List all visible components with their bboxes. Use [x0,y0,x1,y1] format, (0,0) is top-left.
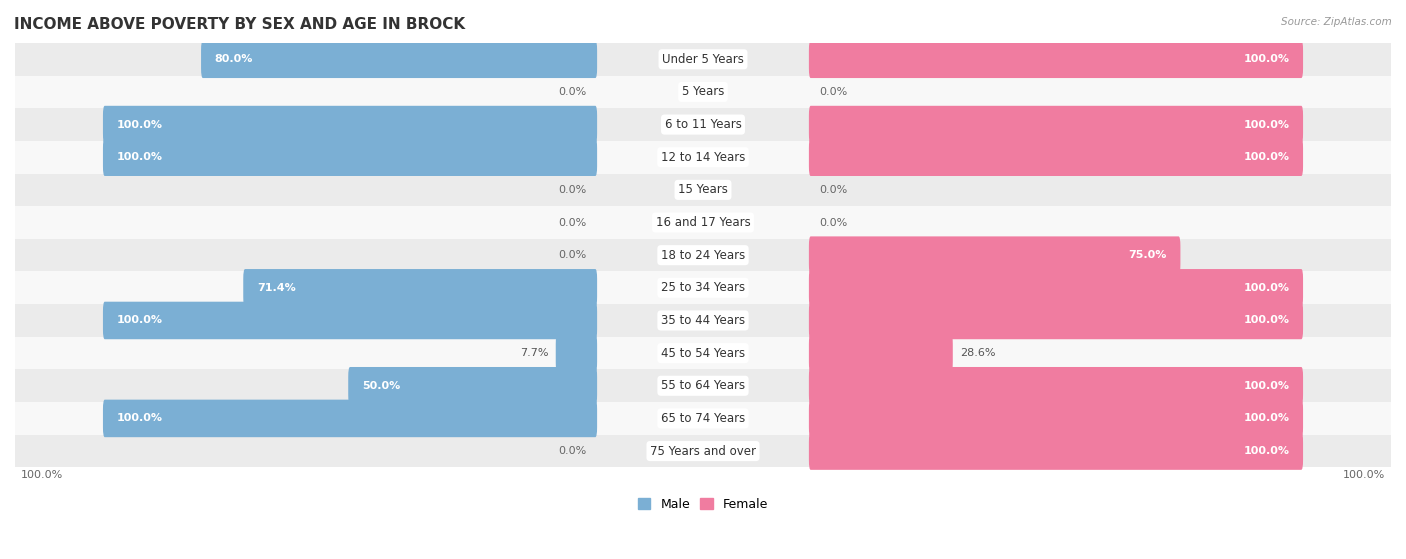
Text: 55 to 64 Years: 55 to 64 Years [661,379,745,392]
Text: 100.0%: 100.0% [1243,381,1289,391]
Text: 100.0%: 100.0% [1243,152,1289,162]
FancyBboxPatch shape [808,139,1303,176]
Text: 6 to 11 Years: 6 to 11 Years [665,118,741,131]
Text: 71.4%: 71.4% [257,283,295,293]
Bar [15,141,1391,173]
Text: 5 Years: 5 Years [682,86,724,98]
Bar [15,272,1391,304]
FancyBboxPatch shape [201,40,598,78]
Legend: Male, Female: Male, Female [633,492,773,516]
FancyBboxPatch shape [103,106,598,143]
Text: 100.0%: 100.0% [1243,315,1289,325]
Text: 16 and 17 Years: 16 and 17 Years [655,216,751,229]
Text: 15 Years: 15 Years [678,183,728,196]
Text: 100.0%: 100.0% [1243,446,1289,456]
FancyBboxPatch shape [808,367,1303,405]
FancyBboxPatch shape [808,334,953,372]
Text: 100.0%: 100.0% [1243,120,1289,130]
FancyBboxPatch shape [808,236,1181,274]
Bar [15,369,1391,402]
FancyBboxPatch shape [808,40,1303,78]
Bar [15,173,1391,206]
Text: 75 Years and over: 75 Years and over [650,444,756,458]
Text: Under 5 Years: Under 5 Years [662,53,744,66]
Bar [15,435,1391,467]
Text: 65 to 74 Years: 65 to 74 Years [661,412,745,425]
Text: 100.0%: 100.0% [21,470,63,480]
Bar [15,108,1391,141]
Text: 100.0%: 100.0% [1343,470,1385,480]
Text: 25 to 34 Years: 25 to 34 Years [661,281,745,295]
Text: INCOME ABOVE POVERTY BY SEX AND AGE IN BROCK: INCOME ABOVE POVERTY BY SEX AND AGE IN B… [14,17,465,32]
FancyBboxPatch shape [808,302,1303,339]
Text: 100.0%: 100.0% [117,120,163,130]
Text: 0.0%: 0.0% [558,250,586,260]
Text: 12 to 14 Years: 12 to 14 Years [661,151,745,164]
Text: 100.0%: 100.0% [117,414,163,423]
Text: 75.0%: 75.0% [1128,250,1167,260]
Text: 0.0%: 0.0% [820,185,848,195]
FancyBboxPatch shape [103,302,598,339]
Text: 100.0%: 100.0% [1243,54,1289,64]
FancyBboxPatch shape [808,432,1303,470]
Text: 100.0%: 100.0% [117,315,163,325]
Text: 18 to 24 Years: 18 to 24 Years [661,249,745,262]
Bar [15,337,1391,369]
FancyBboxPatch shape [808,400,1303,437]
FancyBboxPatch shape [103,139,598,176]
Text: 0.0%: 0.0% [558,185,586,195]
Bar [15,75,1391,108]
Text: 0.0%: 0.0% [558,217,586,228]
Text: 0.0%: 0.0% [820,217,848,228]
FancyBboxPatch shape [808,106,1303,143]
Text: 100.0%: 100.0% [1243,283,1289,293]
Text: 28.6%: 28.6% [960,348,995,358]
Text: 0.0%: 0.0% [820,87,848,97]
Text: 80.0%: 80.0% [215,54,253,64]
Bar [15,239,1391,272]
Text: 45 to 54 Years: 45 to 54 Years [661,347,745,359]
Text: 7.7%: 7.7% [520,348,548,358]
FancyBboxPatch shape [103,400,598,437]
Bar [15,304,1391,337]
Text: 0.0%: 0.0% [558,446,586,456]
Bar [15,206,1391,239]
FancyBboxPatch shape [349,367,598,405]
Text: 0.0%: 0.0% [558,87,586,97]
Text: 100.0%: 100.0% [1243,414,1289,423]
Bar [15,402,1391,435]
FancyBboxPatch shape [808,269,1303,306]
FancyBboxPatch shape [243,269,598,306]
Bar [15,43,1391,75]
FancyBboxPatch shape [555,334,598,372]
Text: Source: ZipAtlas.com: Source: ZipAtlas.com [1281,17,1392,27]
Text: 50.0%: 50.0% [361,381,401,391]
Text: 35 to 44 Years: 35 to 44 Years [661,314,745,327]
Text: 100.0%: 100.0% [117,152,163,162]
